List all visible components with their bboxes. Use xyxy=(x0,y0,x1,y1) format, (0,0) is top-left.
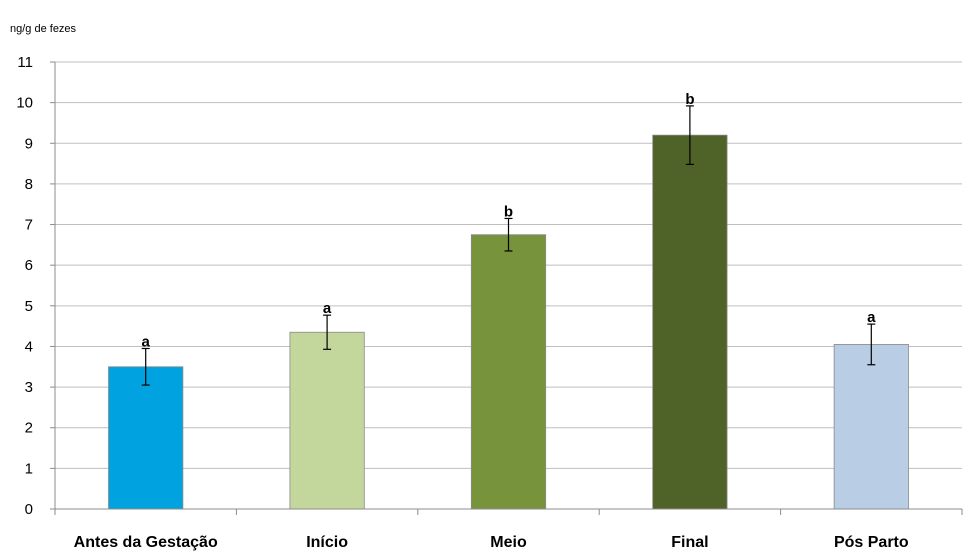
y-tick-label: 2 xyxy=(25,420,33,437)
bar-3 xyxy=(470,234,547,510)
significance-label: b xyxy=(504,203,513,220)
error-bars xyxy=(141,105,876,386)
y-tick-label: 4 xyxy=(25,338,33,355)
category-label: Pós Parto xyxy=(834,534,909,551)
y-axis-label: ng/g de fezes xyxy=(10,23,77,35)
category-label: Antes da Gestação xyxy=(74,534,218,551)
significance-label: a xyxy=(323,300,332,317)
bars xyxy=(108,134,909,510)
category-labels: Antes da Gestação Início Meio Final Pós Part… xyxy=(74,534,909,551)
significance-label: a xyxy=(142,333,151,350)
axes xyxy=(50,61,963,515)
y-tick-label: 8 xyxy=(25,176,33,193)
y-tick-label: 10 xyxy=(16,95,33,112)
y-tick-label: 5 xyxy=(25,298,33,315)
category-label: Meio xyxy=(490,534,527,551)
bar-1 xyxy=(108,366,184,510)
y-tick-label: 6 xyxy=(25,257,33,274)
y-tick-label: 7 xyxy=(25,217,33,234)
significance-label: a xyxy=(867,309,876,326)
bar-5 xyxy=(833,344,909,510)
significance-labels: a a b b a xyxy=(142,91,877,351)
y-tick-label: 1 xyxy=(25,460,33,477)
bar-4 xyxy=(652,134,728,510)
y-tick-label: 9 xyxy=(25,135,33,152)
category-label: Final xyxy=(671,534,708,551)
category-label: Início xyxy=(306,534,348,551)
y-tick-label: 11 xyxy=(17,54,33,71)
bar-2 xyxy=(289,331,365,510)
y-tick-label: 0 xyxy=(25,501,33,518)
y-tick-label: 3 xyxy=(25,379,33,396)
y-tick-labels: 0 1 2 3 4 5 6 7 8 9 10 11 xyxy=(16,54,33,518)
significance-label: b xyxy=(685,91,694,108)
